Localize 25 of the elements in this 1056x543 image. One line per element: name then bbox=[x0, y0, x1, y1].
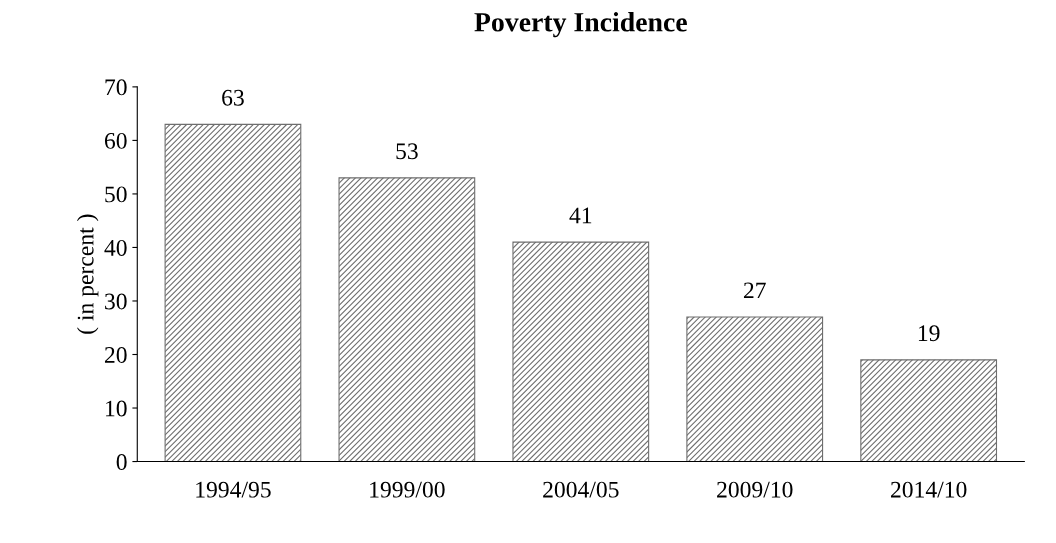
x-tick-label: 2004/05 bbox=[543, 481, 619, 498]
bar bbox=[338, 177, 476, 462]
x-tick-label: 2009/10 bbox=[717, 481, 793, 498]
y-tick-label: 60 bbox=[104, 132, 127, 149]
x-tick-label: 2014/10 bbox=[891, 481, 967, 498]
bar bbox=[512, 241, 650, 462]
y-tick-label: 70 bbox=[105, 79, 127, 96]
y-tick-label: 20 bbox=[104, 346, 127, 363]
y-tick-label: 50 bbox=[105, 186, 127, 203]
chart-title: Poverty Incidence bbox=[474, 12, 687, 38]
y-tick-label: 40 bbox=[104, 239, 127, 256]
x-tick-label: 1994/95 bbox=[196, 481, 271, 498]
data-label: 63 bbox=[222, 89, 244, 106]
data-label: 27 bbox=[743, 282, 766, 299]
data-label: 41 bbox=[569, 207, 592, 224]
bar bbox=[860, 359, 998, 462]
y-tick-label: 30 bbox=[105, 293, 127, 310]
data-label: 53 bbox=[396, 143, 418, 160]
bar bbox=[164, 123, 302, 462]
y-tick-label: 10 bbox=[106, 400, 127, 417]
data-label: 19 bbox=[918, 325, 940, 342]
y-axis-title: ( in percent ) bbox=[76, 214, 99, 334]
bar bbox=[686, 316, 824, 462]
x-tick-label: 1999/00 bbox=[370, 481, 445, 498]
y-tick-label: 0 bbox=[116, 454, 127, 470]
